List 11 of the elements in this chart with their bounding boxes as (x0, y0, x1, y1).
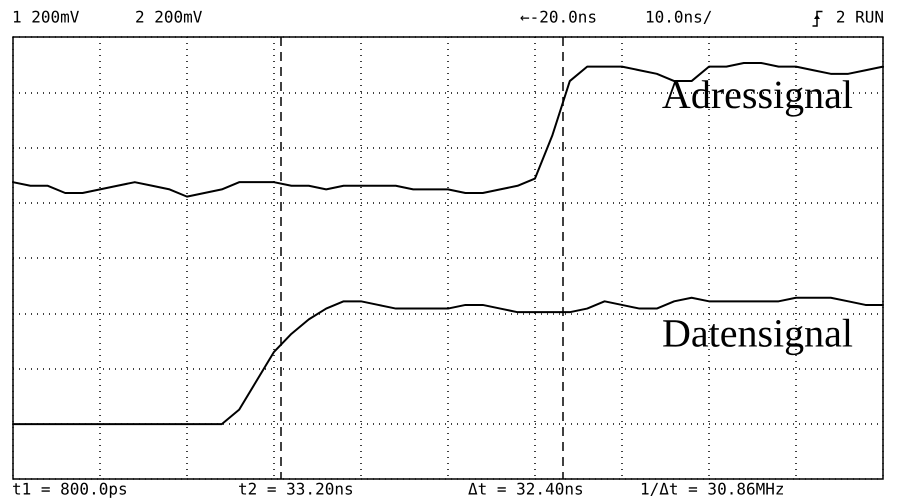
text: 2 200mV (135, 8, 203, 26)
legend-label: Adressignal (662, 72, 854, 118)
text: 2 RUN (836, 8, 884, 26)
series-label: Datensignal (662, 310, 854, 356)
text: 1 200mV (12, 8, 80, 26)
text: ←-20.0ns (520, 8, 598, 26)
text: 1/Δt = 30.86MHz (640, 480, 784, 498)
text: t2 = 33.20ns (238, 480, 354, 498)
text: 10.0ns/ (645, 8, 712, 26)
text: t1 = 800.0ps (12, 480, 128, 498)
text: Δt = 32.40ns (468, 480, 584, 498)
